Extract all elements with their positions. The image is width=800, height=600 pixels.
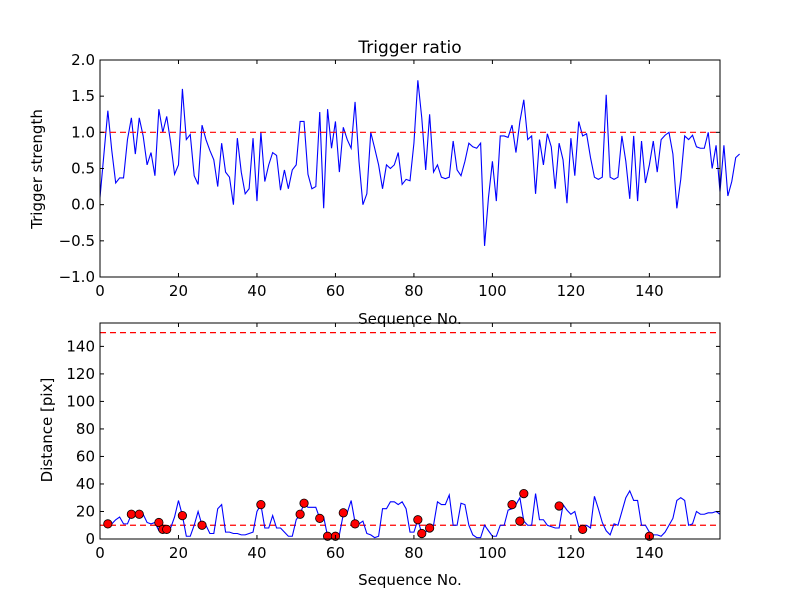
x-tick-label: 20 <box>169 544 188 562</box>
trigger-marker <box>295 509 305 519</box>
plot-frame <box>99 322 721 540</box>
x-axis-label: Sequence No. <box>358 310 462 328</box>
trigger-marker <box>425 523 435 533</box>
y-tick-label: −0.5 <box>59 232 95 250</box>
trigger-marker <box>177 511 188 521</box>
trigger-marker <box>413 515 423 525</box>
y-tick-label: 1.5 <box>71 87 95 105</box>
y-axis-label: Distance [pix] <box>38 378 56 483</box>
series-line <box>99 80 740 246</box>
trigger-marker <box>338 508 348 518</box>
trigger-marker <box>134 509 144 519</box>
y-tick-label: 2.0 <box>71 51 95 69</box>
x-axis-ticks: 0 20 40 60 80 100 120 140 <box>95 323 664 562</box>
trigger-marker <box>154 517 164 528</box>
x-tick-label: 60 <box>326 282 345 300</box>
trigger-marker <box>350 519 360 529</box>
trigger-marker <box>103 519 113 529</box>
chart-title: Trigger ratio <box>357 38 461 58</box>
trigger-marker <box>197 520 207 530</box>
y-tick-label: 1.0 <box>71 123 95 141</box>
trigger-marker <box>507 500 517 510</box>
x-tick-label: 120 <box>557 544 586 562</box>
plot-frame <box>99 59 721 278</box>
y-axis-ticks: −1.0 −0.5 0.0 0.5 1.0 1.5 2.0 <box>59 51 720 286</box>
x-tick-label: 140 <box>635 282 664 300</box>
x-tick-label: 0 <box>95 544 105 562</box>
y-tick-label: −1.0 <box>59 268 95 286</box>
x-tick-label: 80 <box>404 282 423 300</box>
trigger-marker <box>315 513 325 523</box>
trigger-marker <box>299 498 309 508</box>
x-axis-label: Sequence No. <box>358 571 462 589</box>
y-axis-label: Trigger strength <box>28 109 46 230</box>
trigger-marker <box>417 528 427 539</box>
trigger-marker <box>519 488 529 499</box>
x-tick-label: 80 <box>404 544 423 562</box>
x-tick-label: 0 <box>95 282 105 300</box>
trigger-marker <box>126 509 136 519</box>
x-tick-label: 120 <box>557 282 586 300</box>
x-tick-label: 60 <box>326 544 345 562</box>
y-tick-label: 80 <box>76 420 95 438</box>
x-tick-label: 140 <box>635 544 664 562</box>
trigger-marker <box>554 501 564 511</box>
trigger-marker <box>256 500 266 510</box>
y-tick-label: 140 <box>66 337 95 355</box>
y-tick-label: 0.5 <box>71 160 95 178</box>
y-tick-label: 60 <box>76 447 95 465</box>
series-line <box>103 489 721 539</box>
trigger-strength-series <box>99 80 740 246</box>
x-tick-label: 40 <box>247 282 266 300</box>
trigger-marker <box>162 524 172 534</box>
x-tick-label: 20 <box>169 282 188 300</box>
y-tick-label: 100 <box>66 392 95 410</box>
x-tick-label: 100 <box>478 544 507 562</box>
y-tick-label: 0.0 <box>71 196 95 214</box>
x-tick-label: 100 <box>478 282 507 300</box>
y-tick-label: 20 <box>76 502 95 520</box>
y-tick-label: 120 <box>66 365 95 383</box>
trigger-marker <box>515 516 525 526</box>
trigger-marker <box>578 524 588 534</box>
y-tick-label: 0 <box>85 530 95 548</box>
x-tick-label: 40 <box>247 544 266 562</box>
y-axis-ticks: 0 20 40 60 80 100 120 140 <box>66 337 720 548</box>
distance-series <box>103 489 721 539</box>
distance-chart: 0 20 40 60 80 100 120 140 0 20 40 60 80 100 120 140 Se… <box>38 322 721 589</box>
y-tick-label: 40 <box>76 475 95 493</box>
x-axis-ticks: 0 20 40 60 80 100 120 140 <box>95 60 664 300</box>
